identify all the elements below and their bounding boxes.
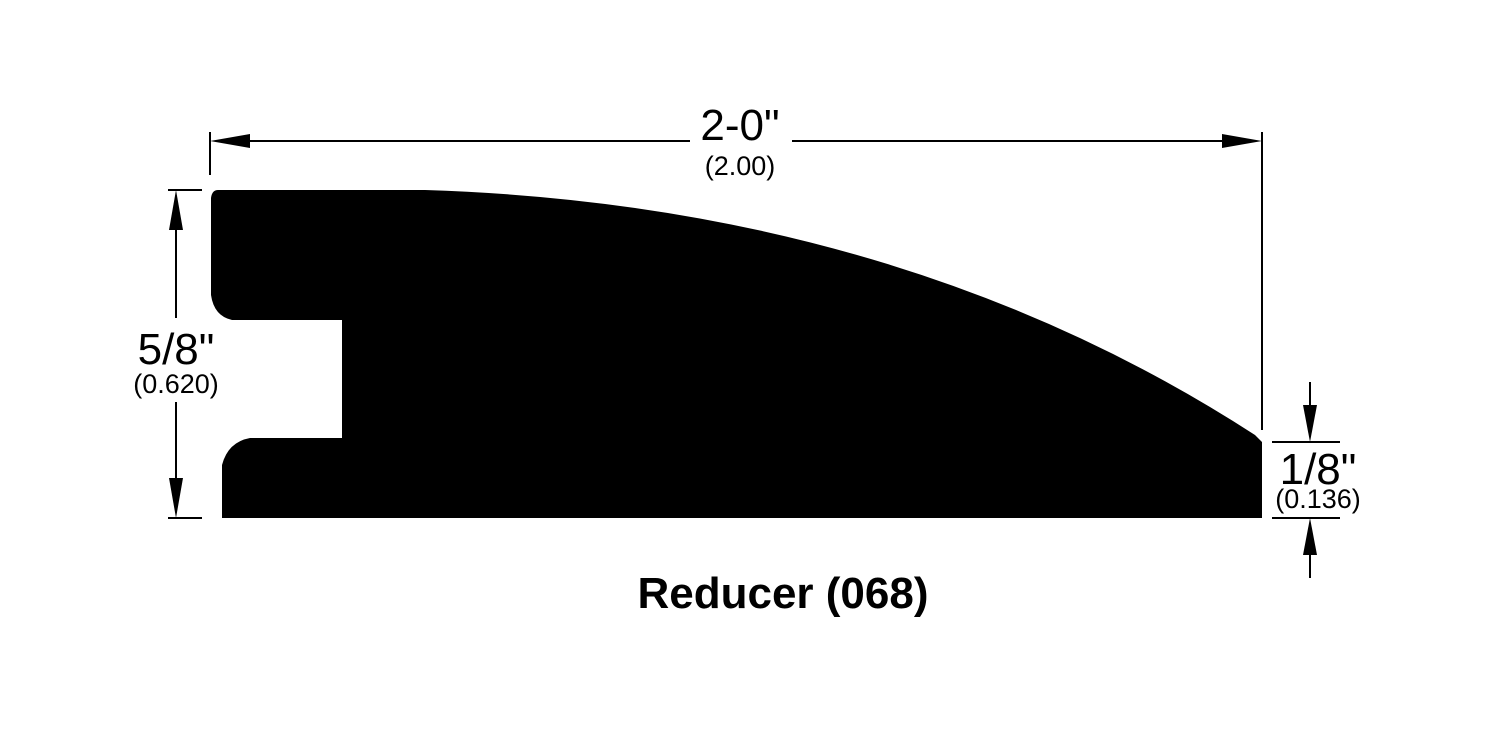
height-dimension — [168, 189, 202, 519]
width-decimal: (2.00) — [705, 151, 776, 181]
edge-dimension — [1272, 382, 1340, 578]
height-label: 5/8" — [138, 325, 215, 374]
width-label: 2-0" — [700, 101, 779, 150]
width-dimension — [209, 132, 1263, 430]
title: Reducer (068) — [637, 569, 928, 618]
edge-label: 1/8" — [1280, 445, 1357, 494]
edge-decimal: (0.136) — [1275, 484, 1361, 514]
profile — [211, 190, 1262, 518]
height-decimal: (0.620) — [133, 369, 219, 399]
